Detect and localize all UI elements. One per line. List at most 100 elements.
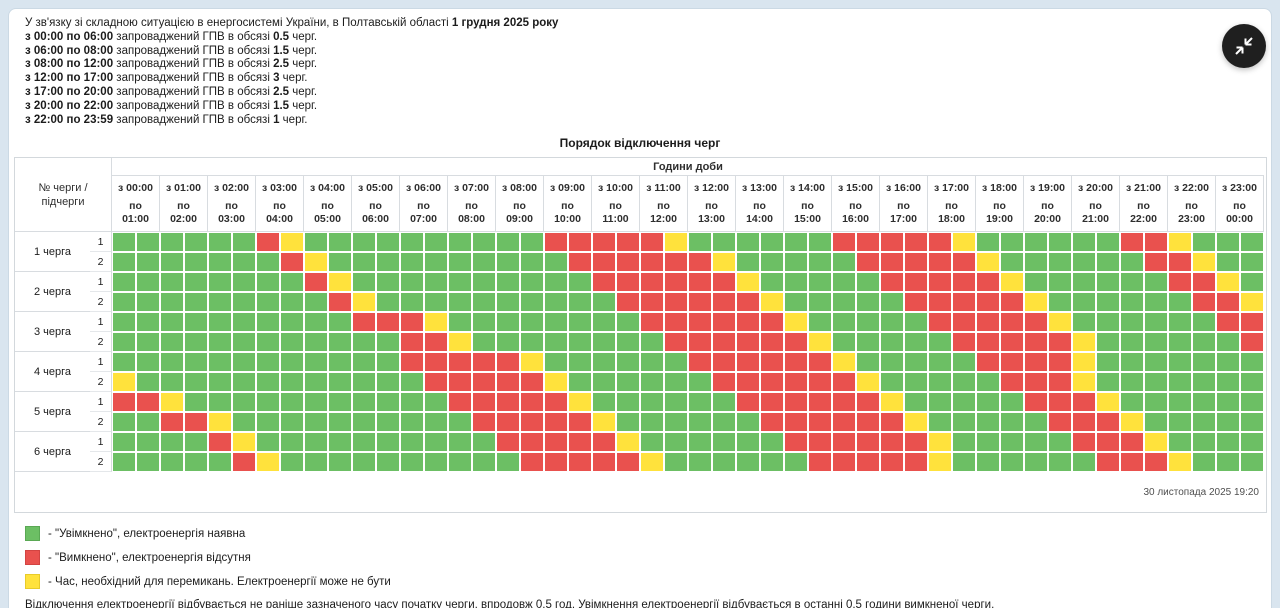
schedule-cell [664,292,688,313]
schedule-cell [808,232,832,253]
schedule-cell [856,452,880,473]
schedule-cell [496,332,520,353]
schedule-cell [1144,392,1168,413]
schedule-cell [736,452,760,473]
column-header-hour: з 02:00 по 03:00 [208,176,256,233]
schedule-cell [352,432,376,453]
schedule-cell [280,452,304,473]
queue-label: 2 черга [15,272,90,313]
queue-label: 1 черга [15,232,90,273]
schedule-cell [1144,232,1168,253]
schedule-cell [976,312,1000,333]
schedule-cell [640,272,664,293]
schedule-cell [640,412,664,433]
schedule-cell [568,232,592,253]
schedule-cell [976,272,1000,293]
schedule-cell [880,352,904,373]
schedule-cell [160,232,184,253]
schedule-cell [904,432,928,453]
schedule-cell [184,432,208,453]
schedule-cell [784,252,808,273]
schedule-cell [256,252,280,273]
schedule-cell [976,432,1000,453]
collapse-button[interactable] [1222,24,1266,68]
schedule-cell [376,372,400,393]
schedule-cell [856,332,880,353]
schedule-cell [328,452,352,473]
schedule-cell [1024,372,1048,393]
schedule-cell [1072,372,1096,393]
legend-item: - Час, необхідний для перемикань. Електр… [25,574,1271,590]
schedule-cell [1120,372,1144,393]
schedule-cell [256,372,280,393]
schedule-cell [568,272,592,293]
schedule-cell [400,332,424,353]
schedule-cell [184,232,208,253]
schedule-cell [1216,352,1240,373]
schedule-cell [376,452,400,473]
schedule-cell [880,272,904,293]
schedule-cell [256,412,280,433]
schedule-cell [760,272,784,293]
schedule-cell [448,392,472,413]
schedule-cell [640,292,664,313]
schedule-cell [376,352,400,373]
schedule-cell [856,232,880,253]
schedule-cell [640,352,664,373]
schedule-cell [304,272,328,293]
schedule-cell [1048,412,1072,433]
schedule-cell [640,332,664,353]
schedule-cell [928,272,952,293]
schedule-cell [1240,412,1264,433]
schedule-cell [328,232,352,253]
schedule-cell [136,452,160,473]
schedule-cell [208,452,232,473]
schedule-cell [784,372,808,393]
schedule-cell [1048,312,1072,333]
schedule-cell [832,392,856,413]
schedule-cell [424,392,448,413]
schedule-cell [496,272,520,293]
schedule-cell [448,352,472,373]
schedule-cell [568,252,592,273]
schedule-cell [160,272,184,293]
schedule-cell [472,352,496,373]
schedule-cell [928,232,952,253]
schedule-cell [616,312,640,333]
schedule-cell [472,252,496,273]
schedule-cell [544,432,568,453]
column-header-hour: з 01:00 по 02:00 [160,176,208,233]
schedule-cell [112,352,136,373]
schedule-cell [544,412,568,433]
schedule-cell [1048,272,1072,293]
schedule-cell [544,292,568,313]
schedule-cell [592,412,616,433]
schedule-cell [688,432,712,453]
schedule-cell [1240,392,1264,413]
schedule-cell [160,452,184,473]
schedule-cell [784,312,808,333]
schedule-cell [568,332,592,353]
header-line: з 00:00 по 06:00 запроваджений ГПВ в обс… [25,30,318,43]
schedule-cell [664,272,688,293]
schedule-cell [1240,372,1264,393]
subqueue-label: 1 [90,272,112,293]
schedule-cell [1168,232,1192,253]
schedule-cell [112,372,136,393]
schedule-cell [136,232,160,253]
schedule-cell [616,352,640,373]
schedule-cell [304,452,328,473]
schedule-cell [1240,312,1264,333]
schedule-cell [328,272,352,293]
schedule-cell [424,432,448,453]
schedule-cell [328,332,352,353]
schedule-cell [1144,272,1168,293]
column-header-hour: з 10:00 по 11:00 [592,176,640,233]
schedule-cell [952,332,976,353]
schedule-cell [736,272,760,293]
schedule-cell [232,372,256,393]
schedule-cell [160,352,184,373]
schedule-cell [208,412,232,433]
schedule-cell [496,292,520,313]
schedule-cell [1096,312,1120,333]
